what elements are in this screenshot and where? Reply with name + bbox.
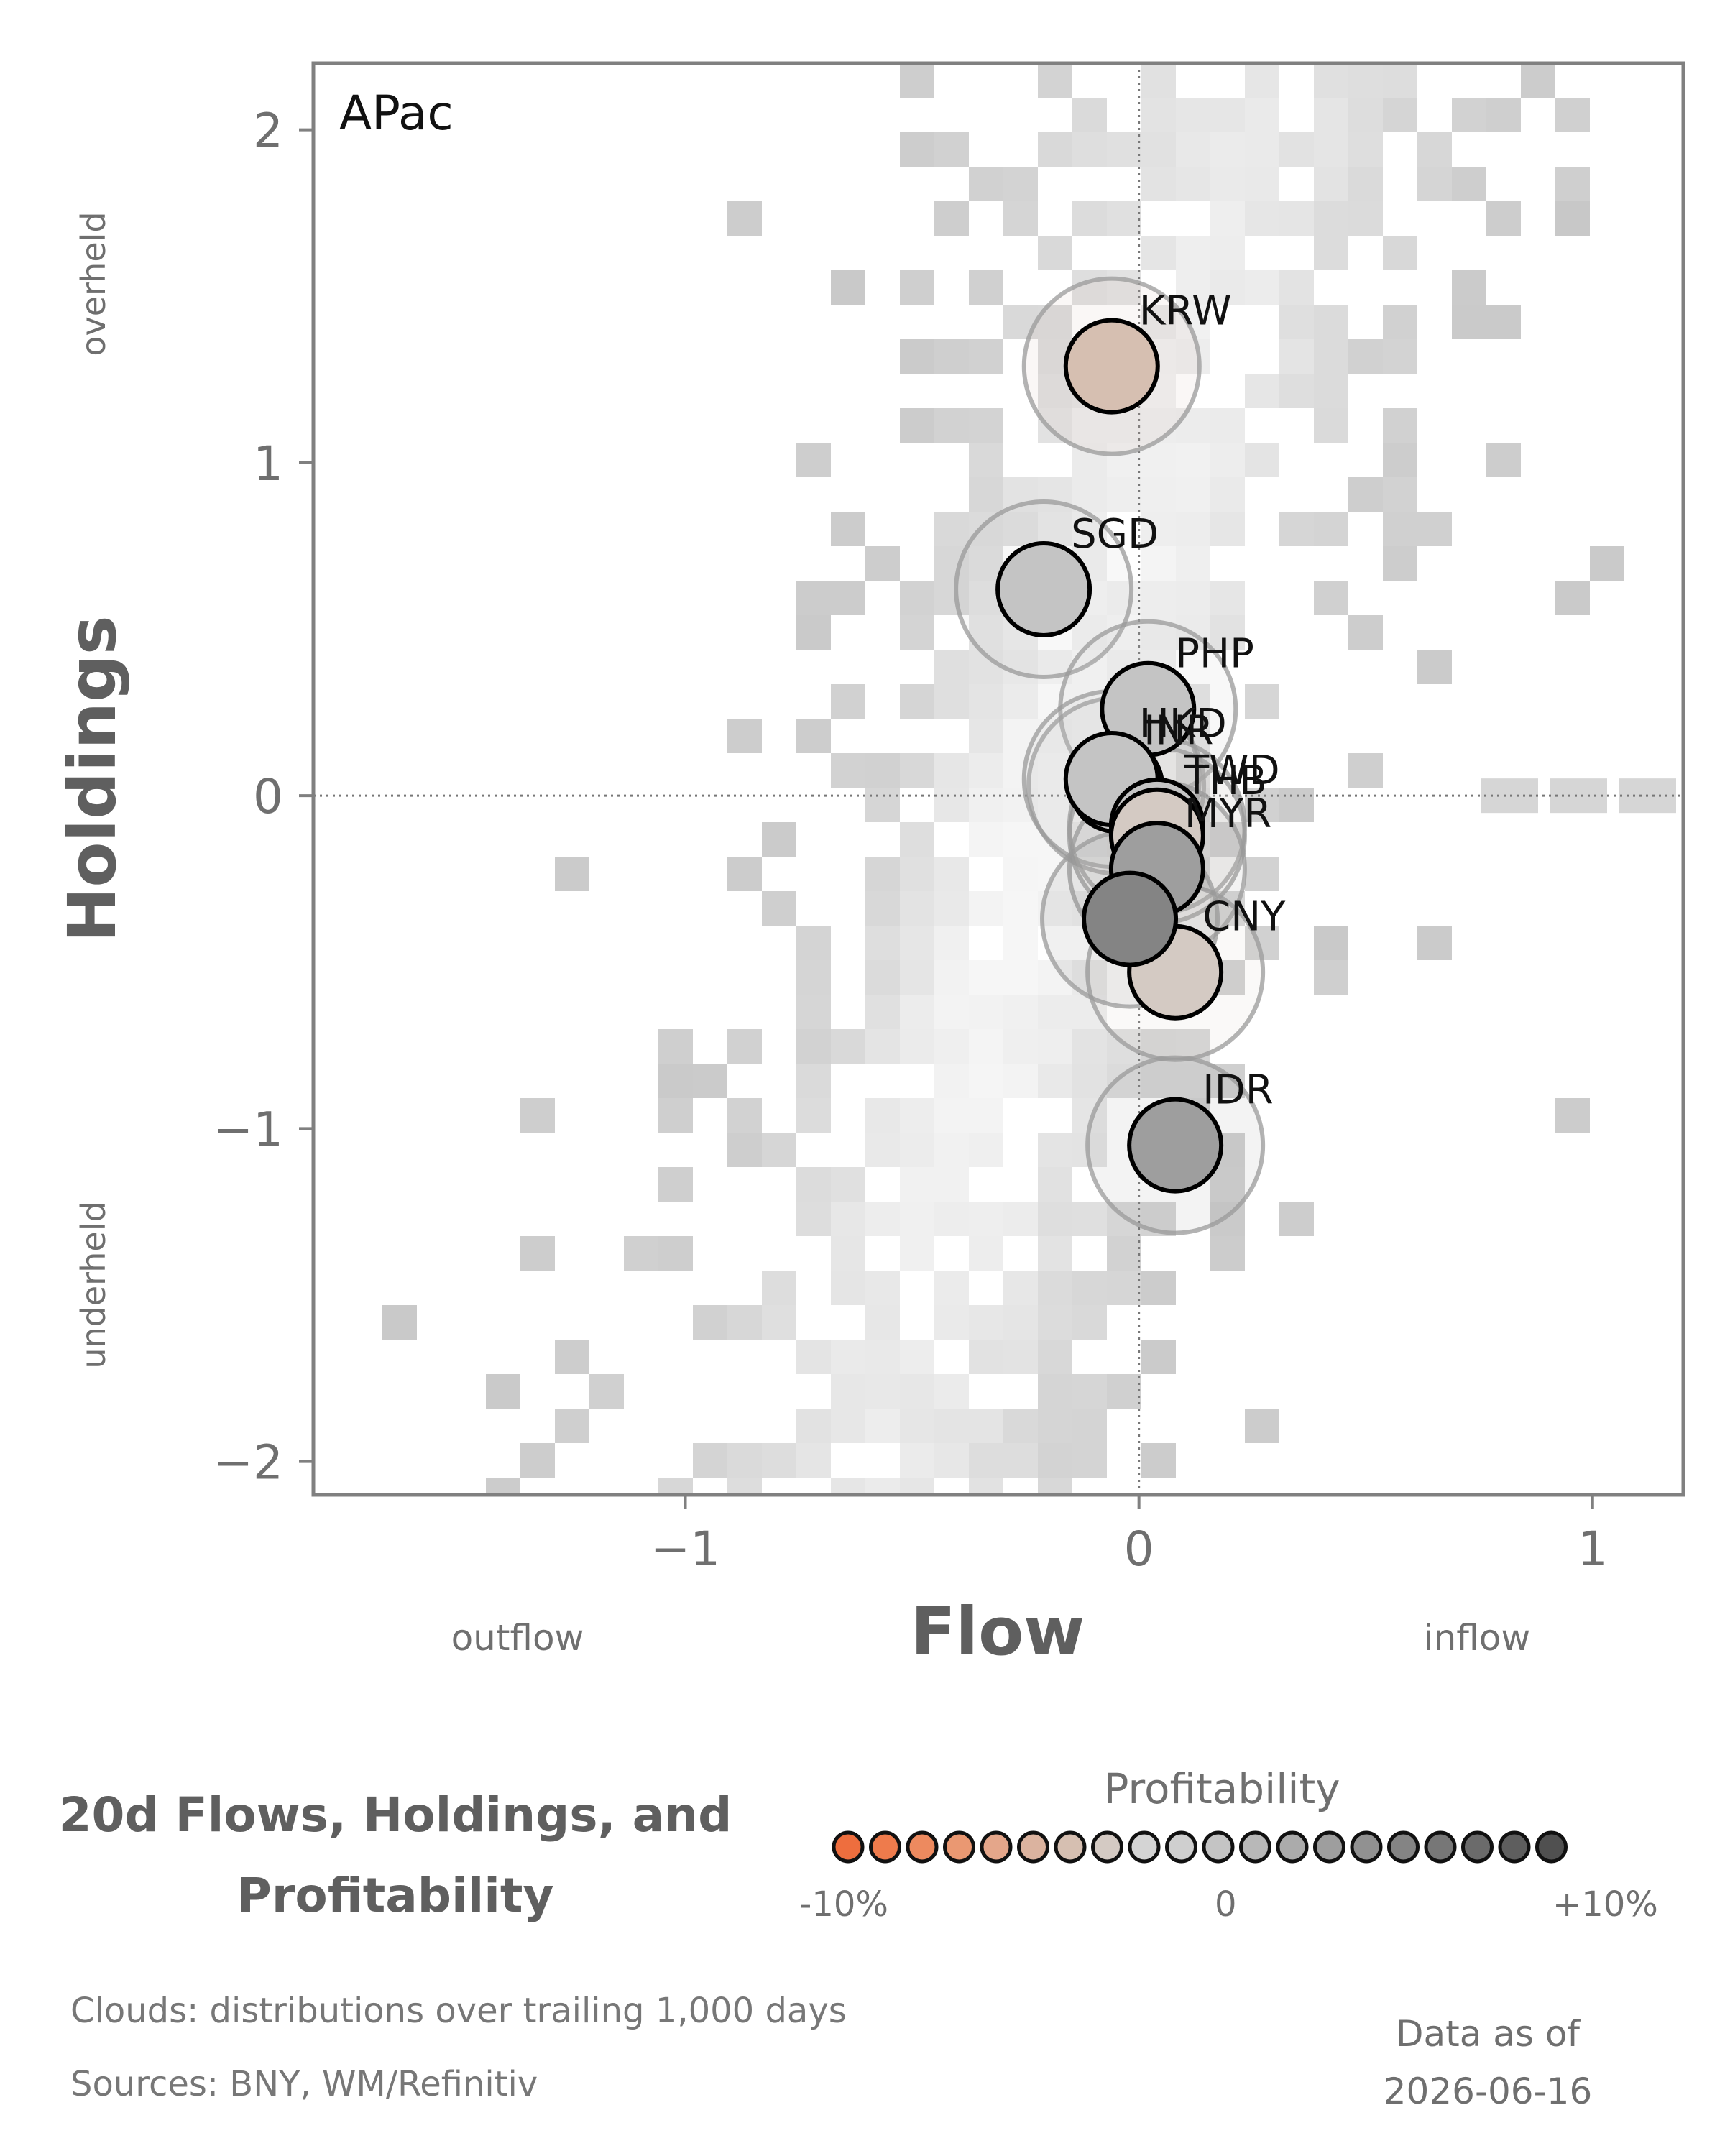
y-tick-label: 1 (253, 436, 283, 492)
colorbar-tick-max: +10% (1552, 1884, 1658, 1925)
y-annotation-top: overheld (74, 211, 113, 356)
colorbar-swatch (1239, 1830, 1271, 1864)
y-tick-label: −1 (213, 1102, 283, 1157)
point-label: INR (1144, 707, 1213, 754)
data-point (995, 540, 1092, 637)
colorbar-swatch (1128, 1830, 1161, 1864)
point-label: CNY (1202, 894, 1286, 941)
data-point (1127, 1097, 1224, 1194)
colorbar-swatch (1424, 1830, 1457, 1864)
colorbar-title: Profitability (1103, 1764, 1340, 1813)
colorbar-swatch (1091, 1830, 1123, 1864)
colorbar-swatch (1165, 1830, 1197, 1864)
colorbar-swatch (1054, 1830, 1087, 1864)
colorbar-swatch (906, 1830, 939, 1864)
point-label: SGD (1071, 511, 1159, 558)
as-of-label: Data as of (1395, 2013, 1581, 2055)
colorbar-swatch (980, 1830, 1013, 1864)
footer-clouds-note: Clouds: distributions over trailing 1,00… (70, 1991, 847, 2031)
colorbar-swatch (1387, 1830, 1420, 1864)
colorbar-swatch (1498, 1830, 1531, 1864)
as-of-date: 2026-06-16 (1383, 2070, 1593, 2112)
colorbar-swatch (832, 1830, 865, 1864)
colorbar-swatch (1461, 1830, 1494, 1864)
x-tick-label: 1 (1578, 1521, 1608, 1577)
point-label: THB (1184, 757, 1267, 804)
figure-title: 20d Flows, Holdings, and Profitability (58, 1787, 732, 1923)
point-label: MYR (1184, 791, 1271, 837)
x-annotation-right: inflow (1424, 1617, 1531, 1659)
y-axis-label: Holdings (54, 615, 131, 942)
colorbar-tick-min: -10% (799, 1884, 889, 1925)
colorbar-swatch (1535, 1830, 1568, 1864)
point-label: PHP (1175, 631, 1254, 678)
point-label: IDR (1202, 1067, 1274, 1114)
y-tick-label: 2 (253, 103, 283, 159)
point-label: TWD (1184, 747, 1280, 794)
colorbar-swatch (1313, 1830, 1346, 1864)
point-label: HKD (1139, 701, 1227, 747)
footer-sources: Sources: BNY, WM/Refinitiv (70, 2064, 538, 2104)
colorbar-swatch (943, 1830, 975, 1864)
panel-label: APac (339, 86, 454, 141)
plot-frame (311, 61, 1685, 1497)
colorbar-swatch (869, 1830, 901, 1864)
colorbar-swatch (1017, 1830, 1049, 1864)
colorbar-swatch (1276, 1830, 1309, 1864)
y-tick-label: −2 (213, 1435, 283, 1491)
y-tick-label: 0 (253, 769, 283, 824)
data-as-of: Data as of 2026-06-16 (1344, 2005, 1632, 2120)
y-axis-ticks: −2 −1 0 1 2 (213, 103, 313, 1491)
data-points (995, 318, 1224, 1194)
x-tick-label: −1 (650, 1521, 720, 1577)
point-label: KRW (1139, 288, 1232, 335)
colorbar-swatch (1202, 1830, 1235, 1864)
colorbar-swatch (1350, 1830, 1383, 1864)
y-annotation-bottom: underheld (74, 1201, 113, 1368)
x-tick-label: 0 (1124, 1521, 1154, 1577)
colorbar-tick-mid: 0 (1215, 1884, 1237, 1925)
x-axis-label: Flow (911, 1593, 1085, 1670)
data-point (1063, 318, 1160, 415)
data-point (1082, 870, 1179, 967)
x-annotation-left: outflow (451, 1617, 584, 1659)
x-axis-ticks: −1 0 1 (650, 1495, 1608, 1577)
reference-lines (313, 63, 1683, 1495)
profitability-colorbar (832, 1830, 1568, 1864)
